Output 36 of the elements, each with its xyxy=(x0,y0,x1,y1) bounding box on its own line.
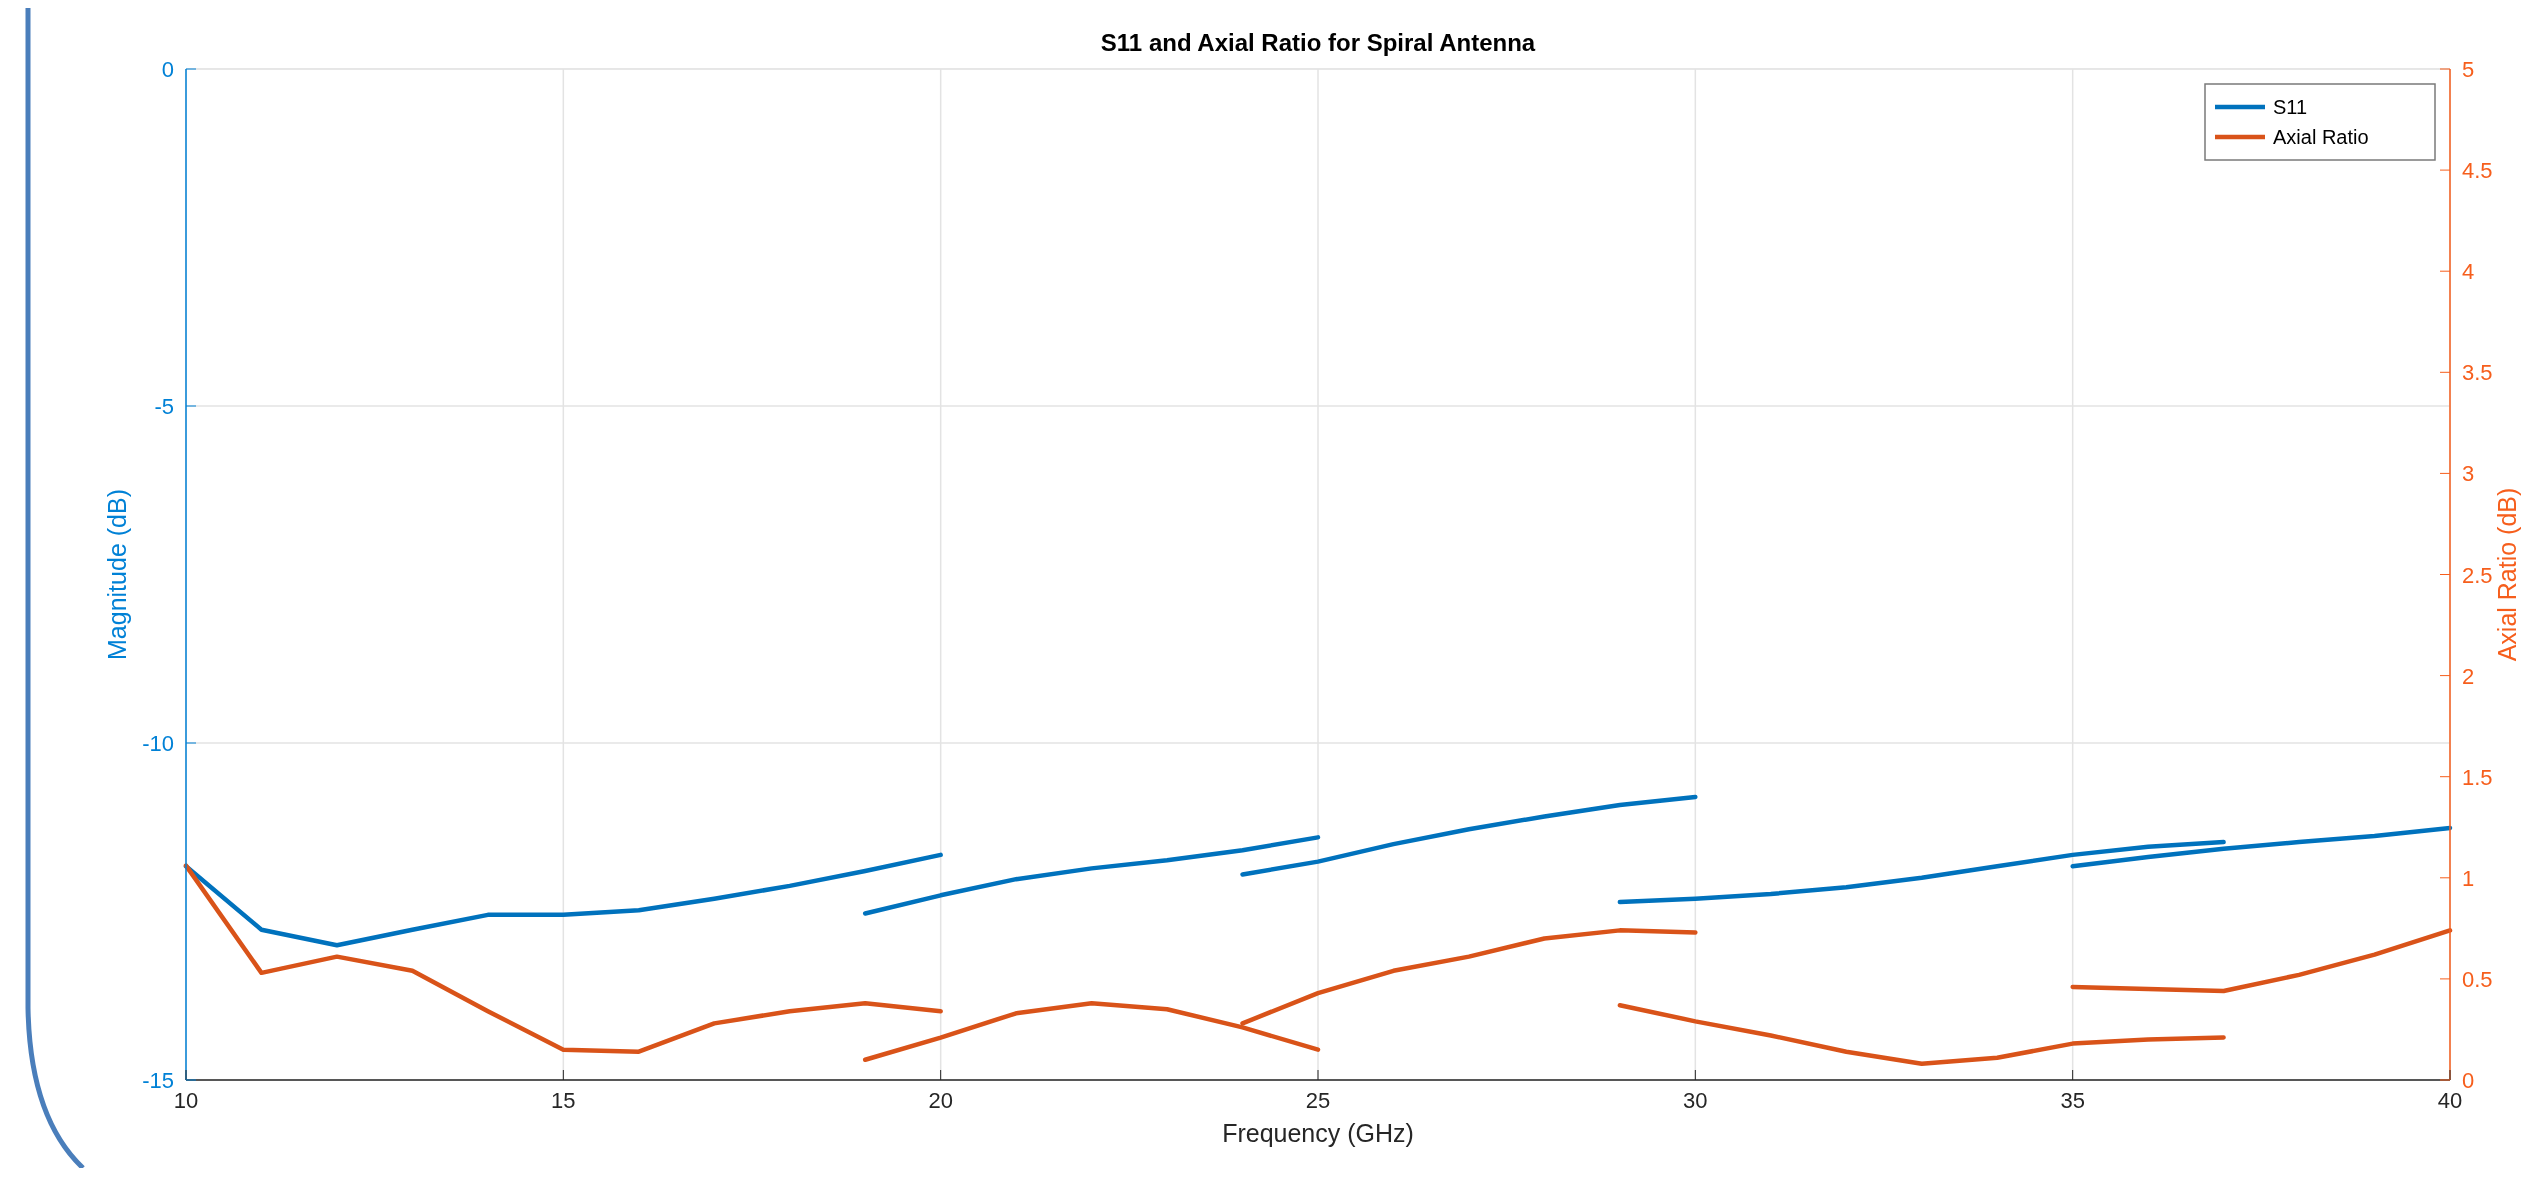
legend-label: S11 xyxy=(2273,96,2308,118)
y2-tick-label: 4 xyxy=(2462,259,2475,285)
y2-tick-label: 4.5 xyxy=(2462,158,2493,184)
line-series xyxy=(183,863,943,1054)
line-series xyxy=(1240,794,1698,877)
line-series xyxy=(183,852,943,948)
y-tick-label: 0 xyxy=(161,57,174,82)
x-tick-label: 15 xyxy=(551,1088,576,1113)
y2-tick-label: 1 xyxy=(2462,865,2475,891)
line-series xyxy=(2070,928,2453,994)
y2-tick-label: 3 xyxy=(2462,461,2475,487)
line-series xyxy=(862,835,1321,916)
x-tick-label: 30 xyxy=(1683,1088,1708,1113)
y-axis-title: Magnitude (dB) xyxy=(103,489,131,660)
line-series xyxy=(1617,1002,2226,1067)
y2-tick-label: 5 xyxy=(2462,57,2475,82)
line-series xyxy=(1617,839,2226,905)
y-tick-label: -10 xyxy=(142,731,174,756)
y2-tick-label: 1.5 xyxy=(2462,764,2493,790)
chart-title: S11 and Axial Ratio for Spiral Antenna xyxy=(1100,29,1536,56)
y2-tick-label: 0.5 xyxy=(2462,966,2493,992)
x-tick-label: 25 xyxy=(1305,1088,1331,1113)
x-tick-label: 20 xyxy=(928,1088,953,1113)
x-tick-label: 10 xyxy=(173,1088,199,1113)
line-series xyxy=(2070,825,2453,869)
y-tick-label: -15 xyxy=(142,1068,174,1093)
x-tick-label: 35 xyxy=(2060,1088,2085,1113)
x-axis-title: Frequency (GHz) xyxy=(1222,1119,1414,1147)
legend-label: Axial Ratio xyxy=(2273,126,2369,148)
y2-tick-label: 2.5 xyxy=(2462,562,2493,588)
y-tick-label: -5 xyxy=(154,394,174,419)
y2-tick-label: 0 xyxy=(2462,1068,2475,1093)
x-tick-label: 40 xyxy=(2437,1088,2463,1113)
y2-tick-label: 2 xyxy=(2462,663,2475,689)
y2-axis-title: Axial Ratio (dB) xyxy=(2493,487,2521,662)
y2-tick-label: 3.5 xyxy=(2462,360,2493,386)
